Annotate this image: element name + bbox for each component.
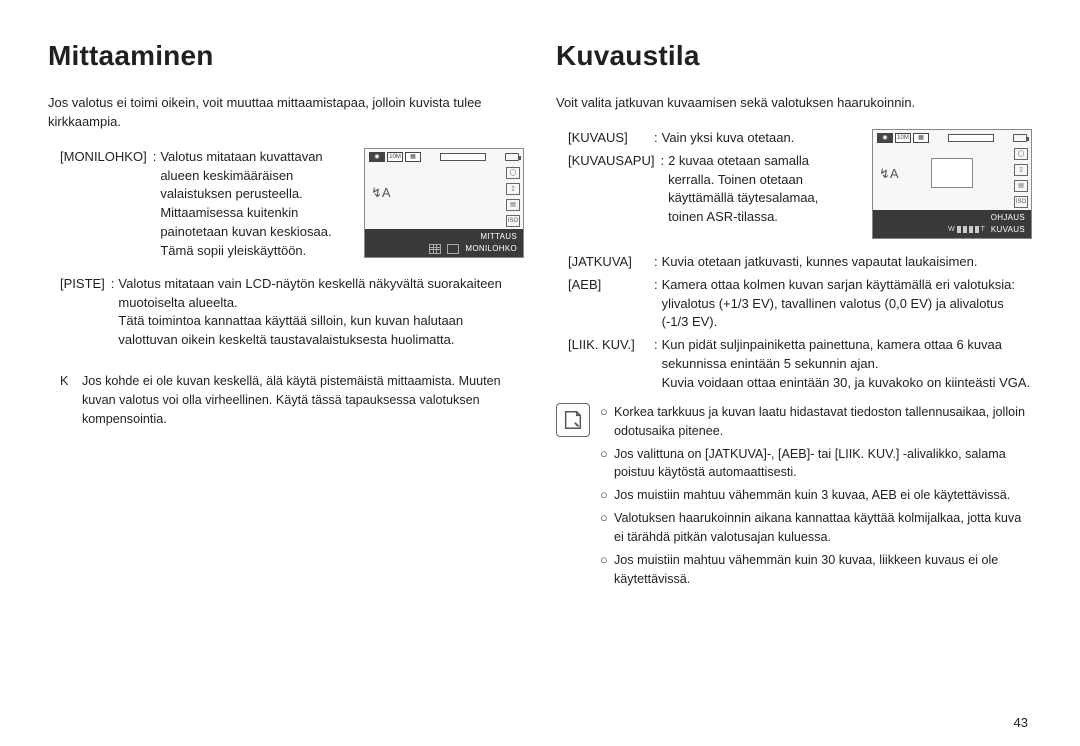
left-defblock: [MONILOHKO] : Valotus mitataan kuvattava… xyxy=(48,148,524,265)
size-icon: 10M xyxy=(895,133,911,143)
warning-note: K Jos kohde ei ole kuvan keskellä, älä k… xyxy=(48,372,524,429)
lcd-bottom-bar: MITTAUS MONILOHKO xyxy=(365,229,523,257)
circle-icon: ◯ xyxy=(1014,148,1028,160)
right-intro: Voit valita jatkuvan kuvaamisen sekä val… xyxy=(556,94,1032,113)
def-desc: Valotus mitataan kuvattavan alueen keski… xyxy=(160,148,338,261)
size-icon: 10M xyxy=(387,152,403,162)
right-defblock: [KUVAUS] : Vain yksi kuva otetaan. [KUVA… xyxy=(556,129,1032,239)
flash-icon: ↯A xyxy=(371,185,391,201)
left-column: Mittaaminen Jos valotus ei toimi oikein,… xyxy=(48,40,524,593)
note-item: ○Korkea tarkkuus ja kuvan laatu hidastav… xyxy=(600,403,1032,441)
def-term: [LIIK. KUV.] xyxy=(556,336,654,355)
right-heading: Kuvaustila xyxy=(556,40,1032,72)
lcd-preview-right: ◉ 10M ▦ ◯ ▯ ▤ ISO ☑ ↯A xyxy=(872,129,1032,239)
def-term: [MONILOHKO] xyxy=(48,148,153,167)
left-heading: Mittaaminen xyxy=(48,40,524,72)
warning-mark: K xyxy=(60,372,72,391)
zoom-w-label: W xyxy=(948,226,955,233)
multi-metering-icon xyxy=(429,244,441,254)
lcd-bar-label-bottom: KUVAUS xyxy=(991,225,1025,234)
lcd-preview-left: ◉ 10M ▦ ◯ ▯ ▤ ISO ☑ ↯A MIT xyxy=(364,148,524,258)
def-monilohko: [MONILOHKO] : Valotus mitataan kuvattava… xyxy=(48,148,338,261)
quality-icon: ▦ xyxy=(913,133,929,143)
zoom-bar: W T xyxy=(948,226,985,233)
def-jatkuva: [JATKUVA] : Kuvia otetaan jatkuvasti, ku… xyxy=(556,253,1032,272)
camera-mode-icon: ◉ xyxy=(877,133,893,143)
page-number: 43 xyxy=(1014,715,1028,730)
def-kuvaus: [KUVAUS] : Vain yksi kuva otetaan. xyxy=(556,129,846,148)
lcd-bottom-bar: OHJAUS W T KUVAUS xyxy=(873,210,1031,238)
def-desc: Kuvia otetaan jatkuvasti, kunnes vapauta… xyxy=(662,253,1032,272)
def-kuvausapu: [KUVAUSAPU] : 2 kuvaa otetaan samalla ke… xyxy=(556,152,846,227)
circle-icon: ◯ xyxy=(506,167,520,179)
def-desc: 2 kuvaa otetaan samalla kerralla. Toinen… xyxy=(668,152,846,227)
camera-mode-icon: ◉ xyxy=(369,152,385,162)
def-term: [KUVAUS] xyxy=(556,129,654,148)
def-term: [AEB] xyxy=(556,276,654,295)
def-aeb: [AEB] : Kamera ottaa kolmen kuvan sarjan… xyxy=(556,276,1032,333)
meter-icon: ▤ xyxy=(506,199,520,211)
def-term: [JATKUVA] xyxy=(556,253,654,272)
lcd-bar-label-top: MITTAUS xyxy=(480,232,517,241)
spot-metering-icon xyxy=(447,244,459,254)
meter-icon: ▤ xyxy=(1014,180,1028,192)
left-intro: Jos valotus ei toimi oikein, voit muutta… xyxy=(48,94,524,132)
progress-bar xyxy=(948,134,994,142)
note-item: ○Jos valittuna on [JATKUVA]-, [AEB]- tai… xyxy=(600,445,1032,483)
def-term: [PISTE] xyxy=(48,275,111,294)
squares-icon: ▯ xyxy=(506,183,520,195)
note-icon xyxy=(556,403,590,437)
squares-icon: ▯ xyxy=(1014,164,1028,176)
right-column: Kuvaustila Voit valita jatkuvan kuvaamis… xyxy=(556,40,1032,593)
iso-icon: ISO xyxy=(1014,196,1028,208)
def-desc: Valotus mitataan vain LCD-näytön keskell… xyxy=(118,275,524,350)
quality-icon: ▦ xyxy=(405,152,421,162)
def-desc: Vain yksi kuva otetaan. xyxy=(662,129,846,148)
iso-icon: ISO xyxy=(506,215,520,227)
note-list: ○Korkea tarkkuus ja kuvan laatu hidastav… xyxy=(600,403,1032,593)
battery-icon xyxy=(505,153,519,161)
zoom-t-label: T xyxy=(981,226,985,233)
note-item: ○Jos muistiin mahtuu vähemmän kuin 3 kuv… xyxy=(600,486,1032,505)
lcd-bar-label-bottom: MONILOHKO xyxy=(465,244,517,253)
focus-frame xyxy=(931,158,973,188)
def-desc: Kun pidät suljinpainiketta painettuna, k… xyxy=(662,336,1032,393)
progress-bar xyxy=(440,153,486,161)
battery-icon xyxy=(1013,134,1027,142)
note-box: ○Korkea tarkkuus ja kuvan laatu hidastav… xyxy=(556,403,1032,593)
def-desc: Kamera ottaa kolmen kuvan sarjan käyttäm… xyxy=(662,276,1032,333)
def-term: [KUVAUSAPU] xyxy=(556,152,660,171)
note-item: ○Valotuksen haarukoinnin aikana kannatta… xyxy=(600,509,1032,547)
flash-icon: ↯A xyxy=(879,166,899,182)
def-piste: [PISTE] : Valotus mitataan vain LCD-näyt… xyxy=(48,275,524,350)
warning-text: Jos kohde ei ole kuvan keskellä, älä käy… xyxy=(82,372,524,429)
lcd-bar-label-top: OHJAUS xyxy=(991,213,1025,222)
def-liikkuv: [LIIK. KUV.] : Kun pidät suljinpainikett… xyxy=(556,336,1032,393)
note-item: ○Jos muistiin mahtuu vähemmän kuin 30 ku… xyxy=(600,551,1032,589)
